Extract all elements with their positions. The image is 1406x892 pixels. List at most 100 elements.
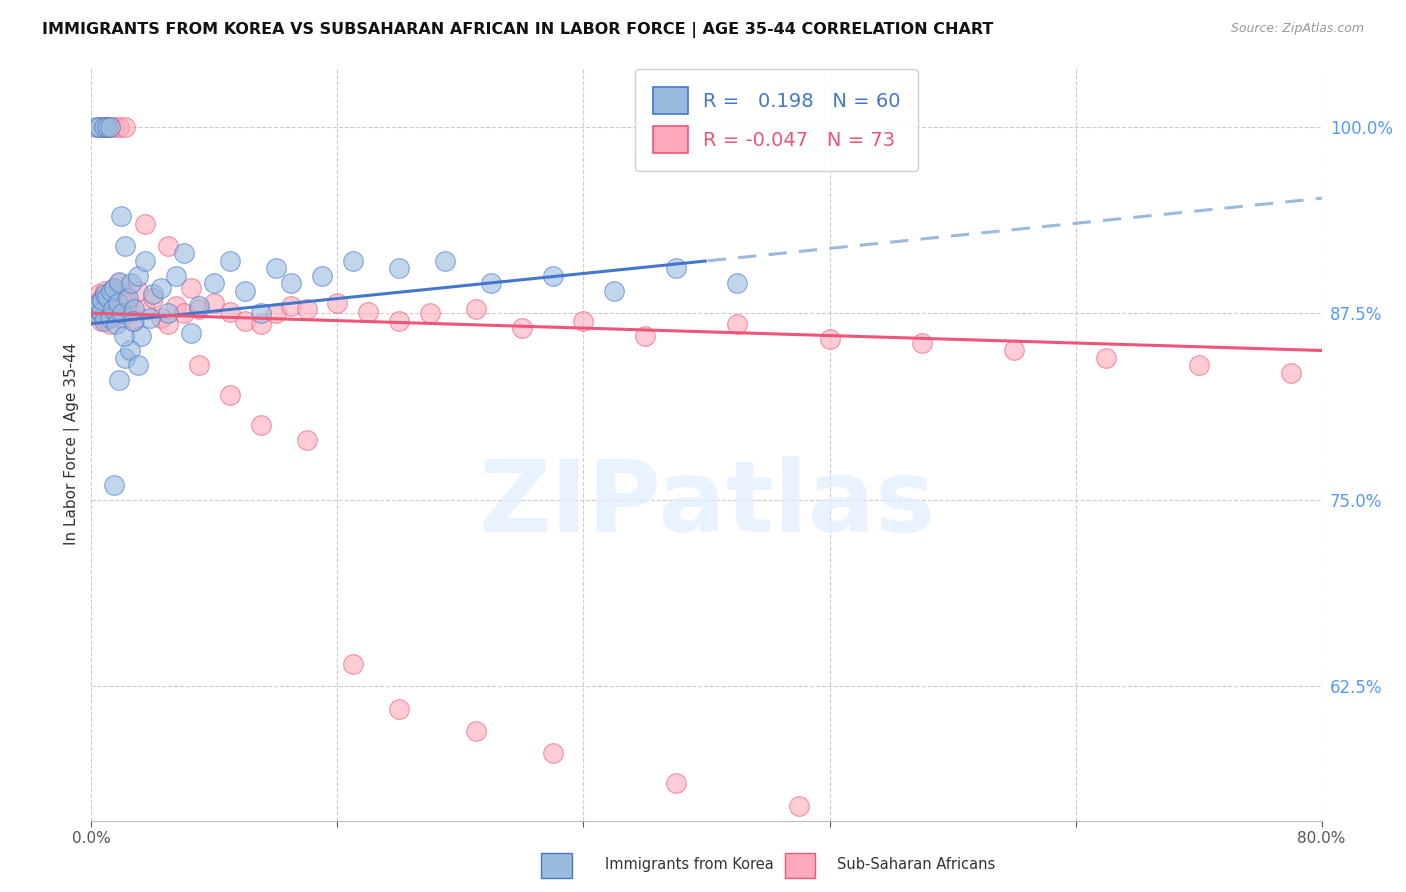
Text: IMMIGRANTS FROM KOREA VS SUBSAHARAN AFRICAN IN LABOR FORCE | AGE 35-44 CORRELATI: IMMIGRANTS FROM KOREA VS SUBSAHARAN AFRI…: [42, 22, 994, 38]
Point: [87, 295, 110, 310]
Point: [165, 299, 187, 313]
Point: [157, 239, 180, 253]
Point: [233, 313, 256, 327]
Point: [249, 317, 271, 331]
Point: [1187, 359, 1209, 373]
Point: [107, 295, 129, 310]
Point: [86, 301, 108, 316]
Point: [86, 306, 108, 320]
Point: [434, 254, 457, 268]
Point: [139, 310, 162, 325]
Point: [90, 304, 112, 318]
Point: [96, 290, 118, 304]
Point: [91, 291, 114, 305]
Point: [114, 239, 136, 253]
Point: [233, 284, 256, 298]
Point: [725, 317, 748, 331]
Text: Immigrants from Korea: Immigrants from Korea: [605, 857, 773, 872]
Point: [103, 281, 125, 295]
Point: [98, 120, 121, 134]
Point: [149, 310, 172, 325]
Point: [388, 702, 411, 716]
Point: [101, 299, 124, 313]
Point: [94, 286, 117, 301]
Y-axis label: In Labor Force | Age 35-44: In Labor Force | Age 35-44: [65, 343, 80, 545]
Point: [108, 120, 131, 134]
Point: [464, 301, 486, 316]
Text: Sub-Saharan Africans: Sub-Saharan Africans: [837, 857, 995, 872]
Point: [572, 313, 595, 327]
Text: ZIPatlas: ZIPatlas: [478, 456, 935, 552]
Point: [479, 277, 502, 291]
Point: [818, 332, 841, 346]
Point: [97, 295, 120, 310]
Point: [603, 284, 626, 298]
Point: [114, 120, 136, 134]
Point: [342, 657, 364, 671]
Point: [134, 254, 156, 268]
Text: Source: ZipAtlas.com: Source: ZipAtlas.com: [1230, 22, 1364, 36]
Point: [91, 293, 114, 307]
Point: [180, 326, 202, 340]
Point: [105, 306, 127, 320]
Point: [129, 328, 152, 343]
Point: [103, 120, 125, 134]
Point: [1095, 351, 1118, 365]
Point: [112, 328, 135, 343]
Point: [725, 277, 748, 291]
Point: [124, 301, 146, 316]
Point: [120, 304, 142, 318]
Point: [149, 281, 172, 295]
Point: [280, 299, 302, 313]
Point: [83, 306, 105, 320]
Point: [98, 317, 121, 331]
Point: [157, 306, 180, 320]
Point: [464, 724, 486, 739]
Point: [180, 281, 202, 295]
Point: [202, 277, 225, 291]
Point: [173, 306, 195, 320]
Point: [127, 268, 149, 283]
Point: [127, 284, 149, 298]
Point: [218, 388, 240, 402]
Point: [120, 277, 142, 291]
Point: [911, 336, 934, 351]
Point: [634, 328, 657, 343]
Point: [188, 301, 211, 316]
Point: [1002, 343, 1025, 358]
Point: [94, 284, 117, 298]
Point: [357, 304, 380, 318]
Point: [110, 209, 132, 223]
Point: [83, 301, 105, 316]
Point: [98, 120, 121, 134]
Point: [1279, 366, 1302, 380]
Point: [665, 776, 688, 790]
Point: [165, 268, 187, 283]
Point: [787, 798, 810, 813]
Point: [218, 304, 240, 318]
Point: [96, 120, 118, 134]
Point: [87, 120, 110, 134]
Point: [510, 321, 533, 335]
Point: [122, 313, 145, 327]
Point: [280, 277, 302, 291]
Point: [96, 120, 118, 134]
Point: [84, 120, 107, 134]
Point: [84, 299, 107, 313]
Point: [117, 295, 139, 310]
Point: [295, 433, 318, 447]
Point: [173, 246, 195, 260]
Point: [107, 301, 129, 316]
Point: [142, 286, 165, 301]
Point: [218, 254, 240, 268]
Point: [202, 295, 225, 310]
Point: [93, 313, 115, 327]
Point: [103, 281, 125, 295]
Point: [157, 317, 180, 331]
Point: [264, 261, 287, 276]
Point: [111, 306, 134, 320]
Point: [101, 301, 124, 316]
Point: [93, 120, 115, 134]
Point: [342, 254, 364, 268]
Point: [188, 299, 211, 313]
